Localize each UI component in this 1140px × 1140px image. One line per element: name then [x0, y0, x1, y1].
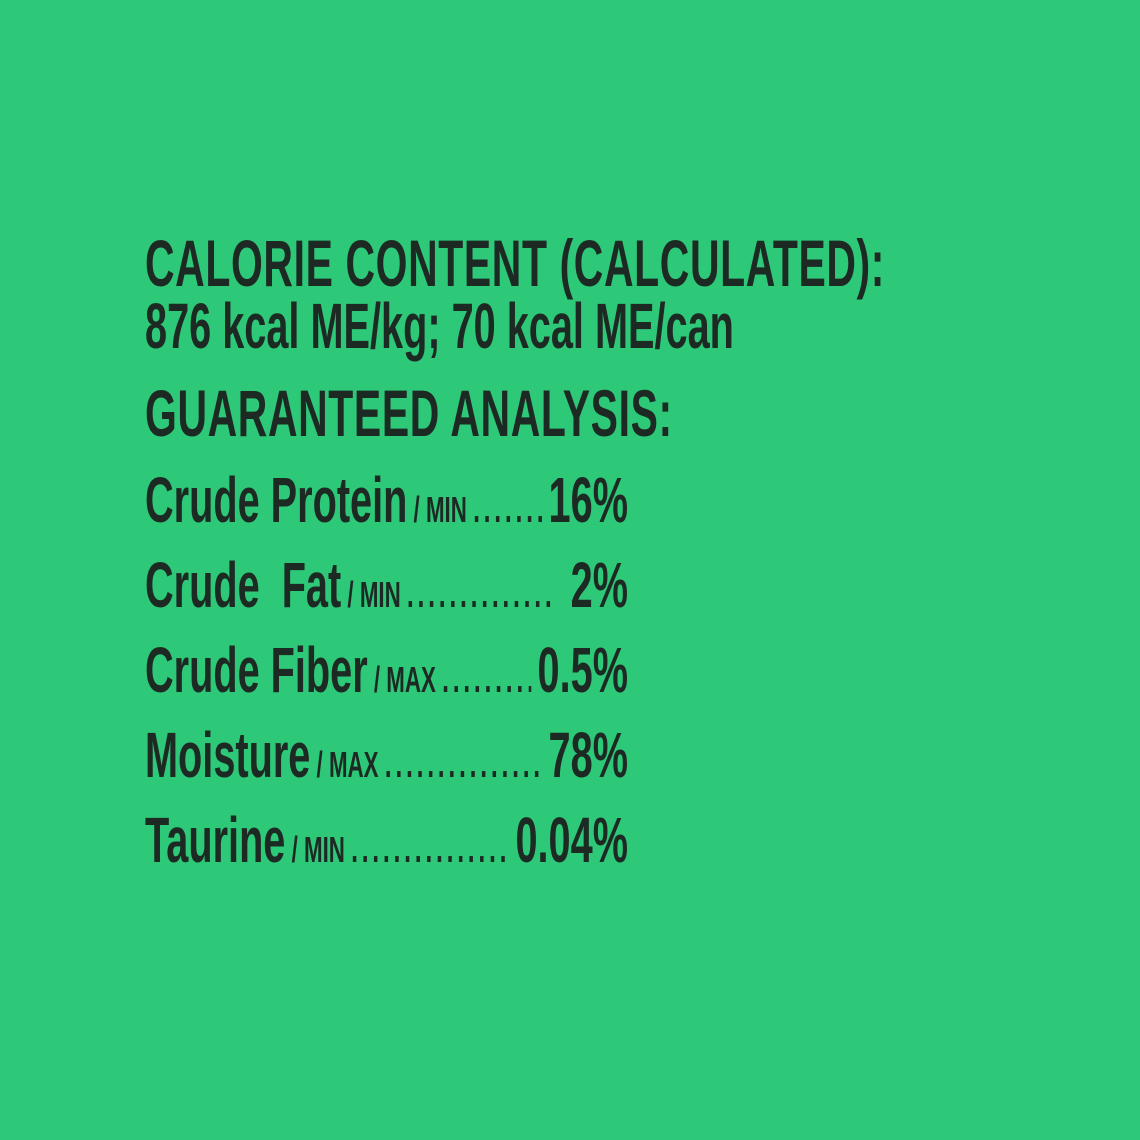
nutrient-value: 2% [570, 549, 628, 621]
leader-dots: ................ [384, 744, 543, 784]
nutrient-qualifier: / MIN [291, 829, 345, 870]
nutrient-value: 0.5% [537, 634, 628, 706]
calorie-content-heading: CALORIE CONTENT (CALCULATED): [145, 226, 886, 300]
analysis-row-taurine: Taurine / MIN ................. 0.04% [145, 808, 628, 893]
guaranteed-analysis-heading: GUARANTEED ANALYSIS: [145, 376, 673, 450]
leader-dots: ............ [442, 659, 531, 699]
nutrient-value: 16% [548, 464, 628, 536]
nutrient-name: Moisture [145, 719, 311, 791]
calorie-content-values: 876 kcal ME/kg; 70 kcal ME/can [145, 290, 734, 362]
nutrient-name: Crude Fat [145, 549, 342, 621]
nutrient-qualifier: / MIN [347, 574, 401, 615]
nutrient-name: Crude Fiber [145, 634, 368, 706]
guaranteed-analysis-table: Crude Protein / MIN ......... 16% Crude … [145, 468, 628, 893]
analysis-row-moisture: Moisture / MAX ................ 78% [145, 723, 628, 808]
nutrient-name: Crude Protein [145, 464, 408, 536]
leader-dots: ......... [473, 489, 542, 529]
nutrient-qualifier: / MAX [316, 744, 379, 785]
analysis-row-crude-fiber: Crude Fiber / MAX ............ 0.5% [145, 638, 628, 723]
nutrient-qualifier: / MAX [373, 659, 436, 700]
nutrient-value: 78% [548, 719, 628, 791]
analysis-row-crude-fat: Crude Fat / MIN .............. 2% [145, 553, 628, 638]
nutrient-qualifier: / MIN [413, 489, 467, 530]
nutrient-name: Taurine [145, 804, 286, 876]
nutrient-value: 0.04% [515, 804, 628, 876]
leader-dots: ................. [351, 829, 510, 869]
leader-dots: .............. [406, 574, 556, 614]
analysis-row-crude-protein: Crude Protein / MIN ......... 16% [145, 468, 628, 553]
